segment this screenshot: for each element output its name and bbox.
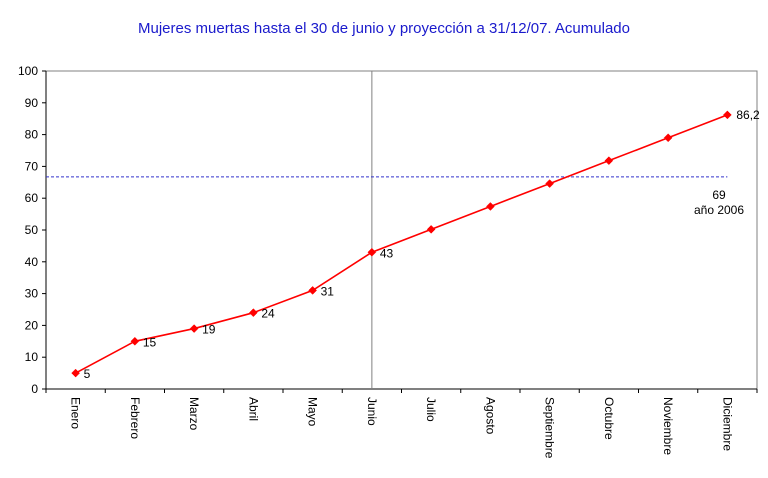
data-label: 86,2: [736, 108, 760, 122]
x-tick-label: Julio: [424, 397, 438, 422]
x-tick-label: Agosto: [483, 397, 497, 435]
y-tick-label: 50: [25, 223, 39, 237]
series-line: [75, 114, 728, 374]
x-tick-label: Enero: [69, 397, 83, 429]
data-label: 24: [261, 307, 275, 321]
y-tick-label: 70: [25, 159, 39, 173]
data-label: 19: [202, 323, 216, 337]
y-tick-label: 20: [25, 318, 39, 332]
data-point: [604, 156, 614, 166]
data-point: [308, 286, 317, 295]
x-tick-label: Febrero: [128, 397, 142, 439]
data-point: [71, 368, 80, 378]
data-label: 15: [143, 335, 157, 349]
data-point: [367, 247, 377, 257]
data-point: [130, 336, 140, 346]
reference-line-label: año 2006: [694, 203, 744, 217]
x-tick-label: Marzo: [187, 397, 201, 431]
x-tick-label: Abril: [246, 397, 260, 421]
data-point: [545, 179, 554, 188]
x-tick-label: Octubre: [602, 397, 616, 440]
y-tick-label: 0: [31, 382, 38, 396]
y-tick-label: 40: [25, 255, 39, 269]
reference-line-label: 69: [712, 188, 726, 202]
x-tick-label: Septiembre: [543, 397, 557, 459]
data-point: [189, 324, 199, 333]
data-point: [249, 308, 258, 318]
y-tick-label: 80: [25, 128, 39, 142]
data-point: [426, 225, 436, 234]
x-tick-label: Junio: [365, 397, 379, 426]
y-tick-label: 90: [25, 96, 39, 110]
y-tick-label: 100: [18, 64, 38, 78]
data-point: [486, 202, 495, 211]
y-tick-label: 30: [25, 287, 39, 301]
y-tick-label: 10: [25, 350, 39, 364]
x-tick-label: Diciembre: [720, 397, 734, 451]
data-point: [663, 133, 673, 143]
data-label: 31: [321, 284, 335, 298]
data-point: [723, 110, 732, 120]
x-tick-label: Noviembre: [661, 397, 675, 455]
data-label: 5: [84, 367, 91, 381]
chart-title: Mujeres muertas hasta el 30 de junio y p…: [138, 20, 630, 37]
data-label: 43: [380, 246, 394, 260]
y-tick-label: 60: [25, 191, 39, 205]
x-tick-label: Mayo: [306, 397, 320, 427]
